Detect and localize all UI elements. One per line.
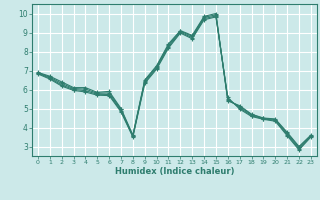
X-axis label: Humidex (Indice chaleur): Humidex (Indice chaleur) [115,167,234,176]
